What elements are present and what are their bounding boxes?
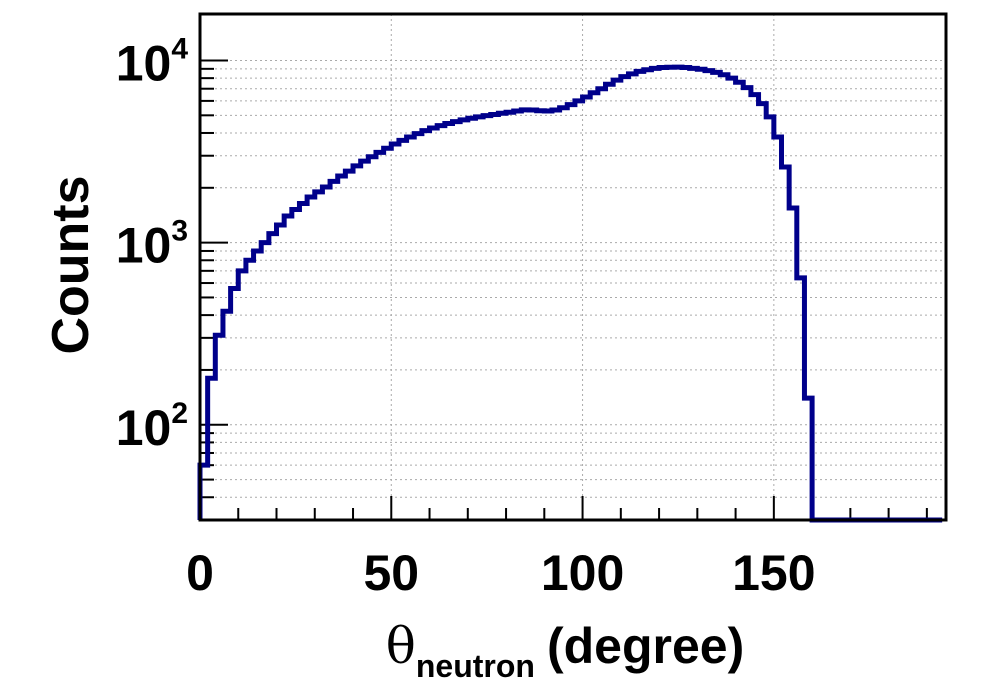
y-tick-label: 102 — [116, 397, 188, 456]
x-axis-subscript: neutron — [416, 648, 535, 684]
grid-lines — [200, 14, 946, 521]
x-tick-label: 0 — [186, 545, 214, 601]
y-tick-labels: 102 103 104 — [116, 32, 189, 455]
y-tick-label: 103 — [116, 215, 188, 274]
y-tick-label: 104 — [116, 32, 189, 91]
x-axis-symbol: θ — [386, 617, 416, 675]
x-tick-label: 50 — [363, 545, 419, 601]
x-axis-suffix: (degree) — [547, 618, 744, 674]
x-axis-title: θneutron (degree) — [386, 617, 744, 684]
x-tick-label: 150 — [732, 545, 815, 601]
x-tick-label: 100 — [541, 545, 624, 601]
plot-frame — [198, 12, 948, 522]
histogram-series-line — [197, 64, 943, 523]
axis-ticks — [199, 59, 928, 521]
x-tick-labels: 0 50 100 150 — [186, 545, 815, 601]
y-axis-title: Counts — [42, 175, 100, 354]
